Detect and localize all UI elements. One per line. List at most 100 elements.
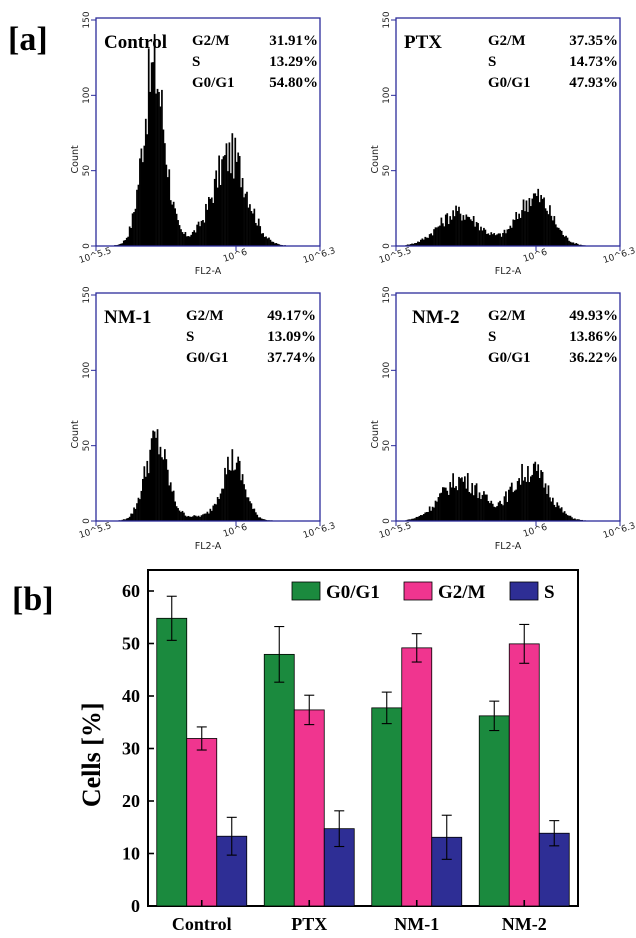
histogram-bar — [474, 226, 476, 246]
histogram-bar — [524, 211, 526, 246]
histogram-bar — [525, 200, 528, 246]
histogram-bar — [147, 473, 150, 521]
histogram-bar — [519, 484, 522, 521]
histogram-bar — [544, 483, 547, 521]
histogram-bar — [544, 208, 547, 246]
histogram-bar — [574, 518, 576, 521]
histogram-bar — [566, 515, 569, 521]
histogram-bar — [550, 215, 553, 246]
histogram-bar — [481, 230, 484, 246]
histogram-bar — [494, 507, 497, 521]
histogram-frame — [395, 292, 621, 522]
histogram-bar — [246, 191, 248, 246]
histogram-bar — [528, 198, 531, 246]
phase-label: G0/G1 — [488, 75, 531, 91]
histogram-frame — [95, 292, 321, 522]
x-tick-label: NM-2 — [502, 914, 547, 934]
histogram-bar — [216, 497, 219, 521]
x-axis-label: FL2-A — [195, 541, 222, 552]
histogram-bar — [203, 222, 206, 246]
histogram-bar — [133, 507, 135, 521]
histogram-bar — [128, 516, 131, 521]
histogram-bar — [462, 215, 465, 246]
histogram-bar — [165, 459, 168, 521]
histogram-bar — [240, 480, 242, 521]
histogram-bar — [465, 488, 468, 521]
histogram-bar — [409, 244, 412, 246]
histogram-bar — [227, 456, 229, 521]
histogram-bar — [230, 173, 232, 246]
histogram-bar — [166, 177, 169, 246]
histogram-bar — [569, 241, 572, 246]
histogram-bar — [534, 193, 537, 246]
histogram-bar — [490, 232, 493, 246]
histogram-bar — [480, 499, 482, 521]
histogram-bar — [218, 499, 220, 521]
histogram-bar — [427, 237, 430, 246]
histogram-bar — [543, 197, 545, 246]
y-tick-label: 100 — [82, 361, 92, 378]
histogram-bar — [525, 481, 528, 521]
histogram-bar — [184, 232, 187, 246]
histogram-bar — [159, 446, 162, 521]
histogram-bar — [488, 235, 491, 246]
histogram-bar — [125, 237, 128, 246]
histogram-bar — [199, 516, 201, 521]
histogram-bar — [184, 515, 187, 521]
histogram-bar — [576, 519, 579, 521]
histogram-bar — [554, 507, 557, 521]
histogram-bar — [475, 221, 478, 246]
phase-percentage: 54.80% — [269, 75, 318, 91]
histogram-bar — [200, 220, 203, 246]
histogram-bar — [183, 512, 185, 521]
histogram-bar — [180, 229, 182, 246]
x-tick-label: 10^6.3 — [602, 246, 636, 266]
y-tick-label: 30 — [122, 739, 140, 759]
histogram-bar — [559, 508, 562, 521]
x-axis-label: FL2-A — [495, 541, 522, 552]
histogram-bar — [459, 478, 462, 521]
histogram-bar — [531, 198, 534, 246]
legend-label: G0/G1 — [326, 582, 380, 603]
x-tick-label: 10^6.3 — [302, 521, 337, 541]
histogram-bar — [519, 217, 522, 246]
histogram-bar — [175, 506, 178, 521]
histogram-bar — [527, 466, 529, 521]
bar-g2m — [186, 738, 218, 907]
histogram-bar — [547, 214, 550, 246]
histogram-bar — [266, 238, 269, 246]
histogram-bar — [547, 485, 550, 521]
histogram-bar — [131, 513, 134, 521]
histogram-bar — [522, 199, 525, 246]
phase-label: G0/G1 — [186, 350, 229, 366]
histogram-bar — [161, 457, 163, 521]
histogram-bar — [494, 235, 497, 246]
histogram-bar — [183, 233, 185, 246]
histogram-bar — [502, 505, 504, 521]
histogram-bar — [443, 487, 446, 521]
histogram-bar — [241, 178, 244, 246]
histogram-bar — [256, 225, 259, 246]
histogram-bar — [510, 227, 513, 246]
legend-item: S — [509, 581, 555, 603]
phase-label: G2/M — [488, 33, 526, 49]
histogram-bar — [528, 482, 531, 521]
histogram-bar — [553, 216, 556, 246]
histogram-bar — [118, 244, 121, 246]
histogram-bar — [124, 519, 127, 521]
histogram-bar — [430, 233, 432, 246]
histogram-bar — [440, 492, 443, 521]
histogram-bar — [152, 430, 154, 521]
histogram-bar — [449, 482, 452, 521]
histogram-bar — [442, 223, 444, 246]
histogram-bar — [428, 506, 431, 521]
histogram-bar — [453, 216, 456, 246]
histogram-bar — [137, 184, 140, 246]
histogram-bar — [478, 230, 481, 246]
histogram-bar — [420, 239, 422, 246]
histogram-sample-name: NM-1 — [104, 307, 151, 328]
histogram-bar — [464, 219, 466, 246]
phase-label: S — [488, 54, 496, 70]
